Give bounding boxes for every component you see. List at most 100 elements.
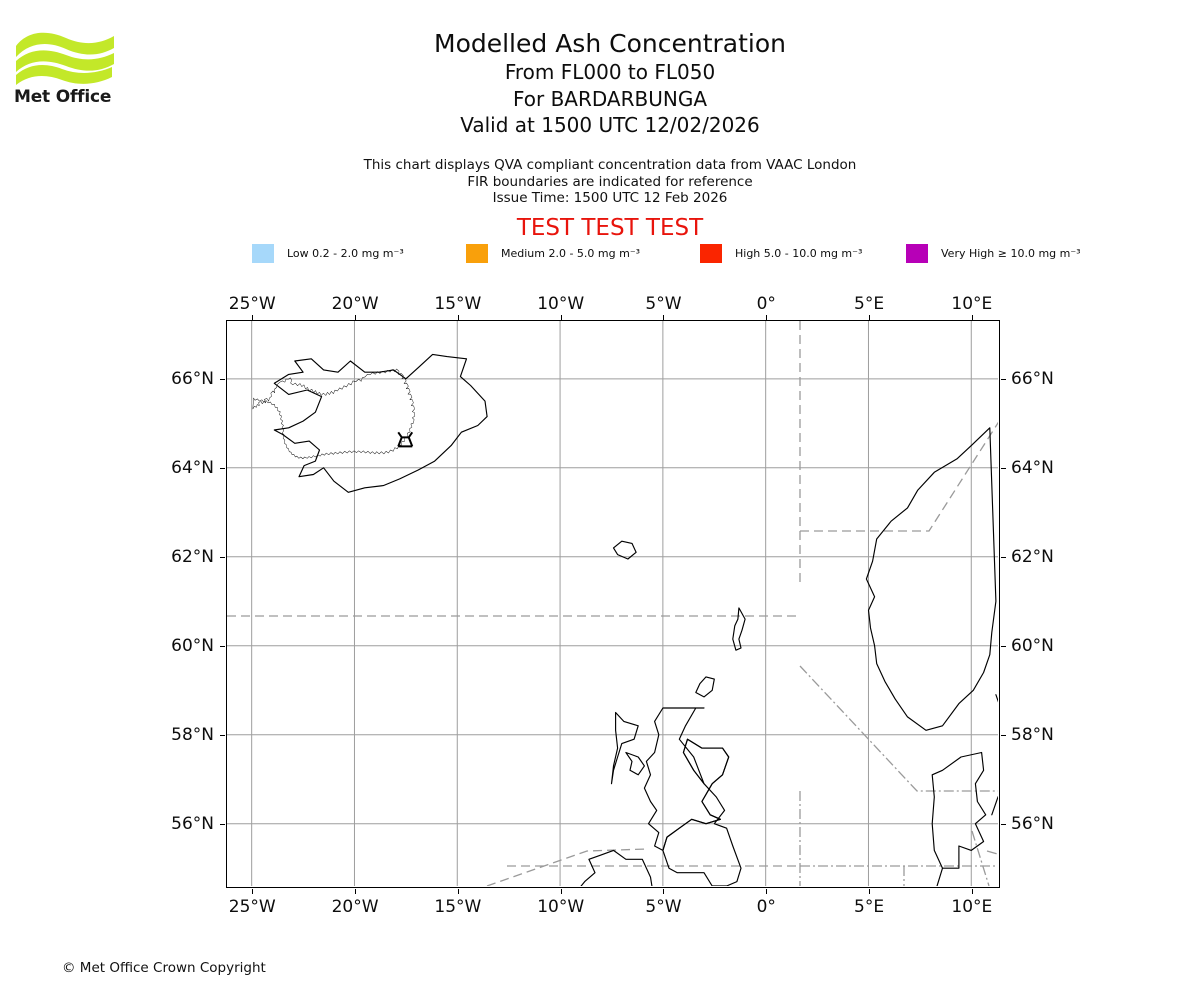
coastline-scot_nw: [643, 707, 730, 851]
coastline-skye: [625, 751, 645, 776]
flight-level-subtitle: From FL000 to FL050: [504, 60, 716, 84]
lat-tick-left-2: [220, 646, 225, 648]
copyright-notice: © Met Office Crown Copyright: [62, 960, 266, 976]
legend-swatch-2: [700, 243, 722, 263]
coastline-shetland: [732, 607, 746, 651]
lat-label-left-0: 56°N: [171, 814, 214, 835]
coastline-denmark: [931, 751, 987, 869]
lon-tick-bottom-3: [560, 889, 562, 894]
chart-title-block: Modelled Ash Concentration From FL000 to…: [150, 28, 1070, 139]
legend-item-3: Very High ≥ 10.0 mg m⁻³: [906, 242, 1081, 264]
test-banner: TEST TEST TEST: [516, 215, 704, 241]
lat-label-right-1: 58°N: [1011, 725, 1054, 746]
legend-swatch-0: [252, 243, 274, 263]
lon-label-bottom-6: 5°E: [854, 897, 885, 917]
lat-tick-right-0: [1001, 824, 1006, 826]
lat-label-left-3: 62°N: [171, 547, 214, 568]
volcano-glyph: [397, 431, 414, 448]
page-title: Modelled Ash Concentration: [434, 29, 786, 58]
legend-swatch-3: [906, 243, 928, 263]
coastline-scotland: [662, 738, 742, 886]
legend-item-2: High 5.0 - 10.0 mg m⁻³: [700, 242, 862, 264]
lon-label-top-7: 10°E: [951, 294, 993, 314]
lon-tick-top-2: [457, 315, 459, 320]
legend-label-1: Medium 2.0 - 5.0 mg m⁻³: [501, 246, 641, 260]
lat-tick-right-2: [1001, 646, 1006, 648]
lon-tick-bottom-0: [252, 889, 254, 894]
lat-label-right-5: 66°N: [1011, 369, 1054, 390]
issue-time: Issue Time: 1500 UTC 12 Feb 2026: [492, 190, 728, 206]
lat-label-right-2: 60°N: [1011, 636, 1054, 657]
met-office-wave-icon: [16, 32, 114, 85]
coastline-orkney: [695, 676, 715, 698]
chart-description-block: This chart displays QVA compliant concen…: [150, 157, 1070, 207]
lon-tick-top-4: [663, 315, 665, 320]
lat-tick-right-3: [1001, 557, 1006, 559]
lat-tick-left-1: [220, 735, 225, 737]
concentration-legend: Low 0.2 - 2.0 mg m⁻³ Medium 2.0 - 5.0 mg …: [226, 242, 1081, 264]
lon-label-bottom-3: 10°W: [537, 897, 585, 917]
lat-tick-right-5: [1001, 379, 1006, 381]
coastline-paths: [273, 353, 998, 886]
lon-tick-top-0: [252, 315, 254, 320]
ash-concentration-map: [226, 320, 1000, 888]
lon-label-top-5: 0°: [756, 294, 776, 314]
volcano-subtitle: For BARDARBUNGA: [512, 86, 708, 111]
lon-tick-top-7: [971, 315, 973, 320]
lat-label-left-1: 58°N: [171, 725, 214, 746]
legend-swatch-1: [466, 243, 488, 263]
lon-label-bottom-5: 0°: [756, 897, 776, 917]
lon-tick-top-3: [560, 315, 562, 320]
map-canvas: [227, 321, 998, 886]
lon-tick-top-5: [766, 315, 768, 320]
lon-label-top-6: 5°E: [854, 294, 885, 314]
lon-tick-bottom-7: [971, 889, 973, 894]
lon-label-bottom-2: 15°W: [434, 897, 482, 917]
lon-label-top-4: 5°W: [645, 294, 682, 314]
coastline-outer_heb: [610, 711, 639, 785]
coastline-sweden: [991, 694, 998, 816]
coastline-faroes: [612, 540, 637, 560]
lon-tick-bottom-1: [355, 889, 357, 894]
coastline-ireland: [580, 849, 653, 886]
lat-tick-right-4: [1001, 468, 1006, 470]
coastlines: [252, 368, 416, 460]
lat-tick-left-3: [220, 557, 225, 559]
legend-label-0: Low 0.2 - 2.0 mg m⁻³: [287, 246, 404, 260]
lat-label-right-4: 64°N: [1011, 458, 1054, 479]
met-office-logo-text: Met Office: [14, 87, 112, 107]
lon-label-bottom-1: 20°W: [331, 897, 379, 917]
lon-label-bottom-0: 25°W: [228, 897, 276, 917]
lon-label-top-1: 20°W: [331, 294, 379, 314]
lon-label-top-3: 10°W: [537, 294, 585, 314]
lon-tick-bottom-2: [457, 889, 459, 894]
lon-label-top-2: 15°W: [434, 294, 482, 314]
lat-tick-left-5: [220, 379, 225, 381]
coastline-iceland: [273, 353, 488, 493]
description-line-1: This chart displays QVA compliant concen…: [363, 157, 857, 173]
volcano-marker-bardarbunga: [397, 431, 414, 448]
lon-tick-bottom-4: [663, 889, 665, 894]
lat-tick-left-4: [220, 468, 225, 470]
lon-label-top-0: 25°W: [228, 294, 276, 314]
met-office-logo: Met Office: [14, 28, 124, 110]
legend-item-0: Low 0.2 - 2.0 mg m⁻³: [252, 242, 404, 264]
lat-tick-left-0: [220, 824, 225, 826]
lat-tick-right-1: [1001, 735, 1006, 737]
lat-label-left-5: 66°N: [171, 369, 214, 390]
legend-label-2: High 5.0 - 10.0 mg m⁻³: [735, 246, 863, 260]
lat-label-right-3: 62°N: [1011, 547, 1054, 568]
lon-tick-top-1: [355, 315, 357, 320]
lat-label-left-4: 64°N: [171, 458, 214, 479]
description-line-2: FIR boundaries are indicated for referen…: [467, 173, 753, 190]
lat-label-right-0: 56°N: [1011, 814, 1054, 835]
legend-label-3: Very High ≥ 10.0 mg m⁻³: [941, 246, 1081, 260]
lon-tick-top-6: [869, 315, 871, 320]
lon-label-bottom-4: 5°W: [645, 897, 682, 917]
lon-tick-bottom-5: [766, 889, 768, 894]
lon-tick-bottom-6: [869, 889, 871, 894]
lon-label-bottom-7: 10°E: [951, 897, 993, 917]
map-gridlines: [227, 321, 998, 886]
legend-item-1: Medium 2.0 - 5.0 mg m⁻³: [466, 242, 640, 264]
coastline-norway: [865, 427, 997, 731]
